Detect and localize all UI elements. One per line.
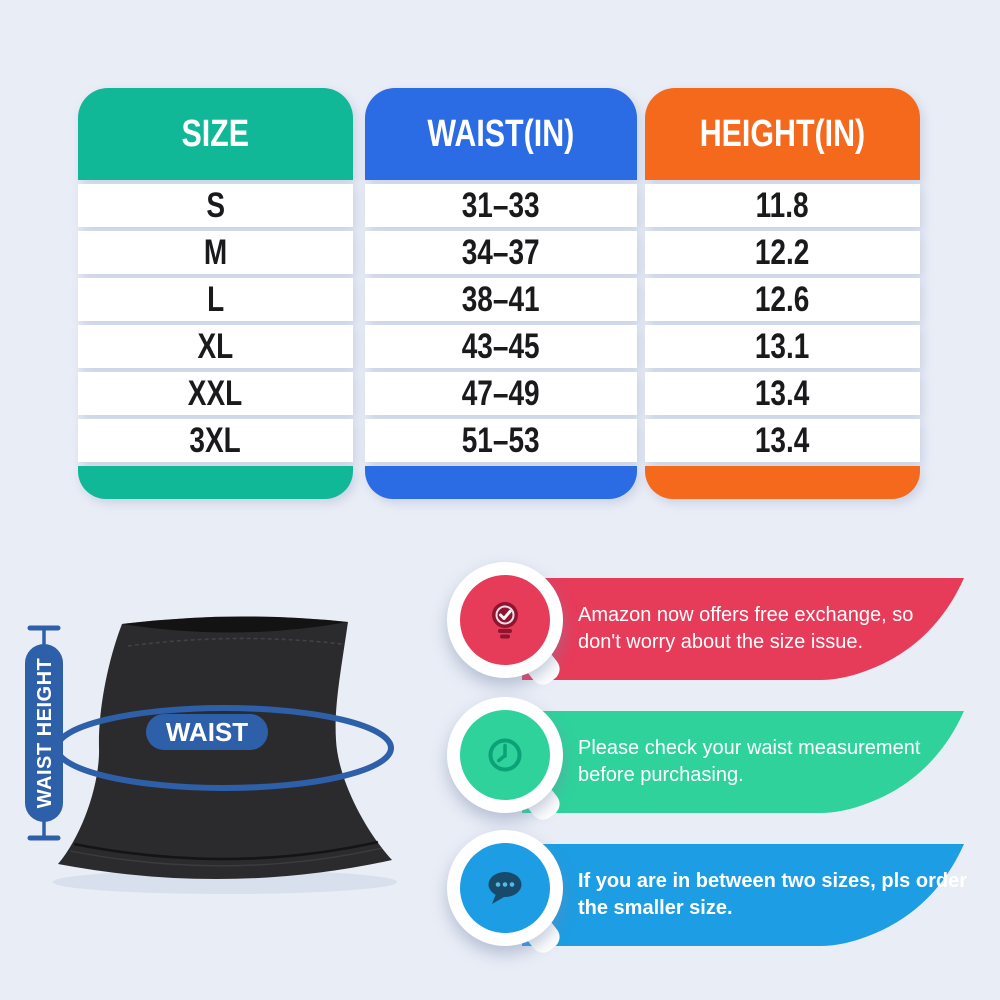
column-header: SIZE xyxy=(78,88,353,180)
ribbon-shape xyxy=(522,844,964,946)
column-header-label: SIZE xyxy=(181,112,250,155)
table-cell: M xyxy=(78,231,353,274)
column-footer xyxy=(645,466,920,499)
callout-badge xyxy=(447,830,565,958)
callout-badge xyxy=(447,562,565,690)
table-cell: 43–45 xyxy=(365,325,637,368)
table-cell: XL xyxy=(78,325,353,368)
callout-line: don't worry about the size issue. xyxy=(578,631,864,653)
ribbon-shape xyxy=(522,578,964,680)
garment-top-seam xyxy=(127,637,343,647)
column-header: WAIST(IN) xyxy=(365,88,637,180)
waist-column: WAIST(IN) 31–33 34–37 38–41 43–45 47–49 … xyxy=(365,88,637,499)
chat-dots-icon xyxy=(488,872,522,904)
table-cell: 34–37 xyxy=(365,231,637,274)
callout-ribbon xyxy=(522,844,964,946)
callout-badge xyxy=(447,697,565,825)
table-cell: 47–49 xyxy=(365,372,637,415)
table-cell: 51–53 xyxy=(365,419,637,462)
cell-value: L xyxy=(206,279,225,319)
callout-ribbon xyxy=(522,578,964,680)
garment-top-opening xyxy=(122,616,348,633)
callout-free-exchange: Amazon now offers free exchange, so don'… xyxy=(522,578,964,680)
callout-line: the smaller size. xyxy=(578,897,733,919)
column-cells: 11.8 12.2 12.6 13.1 13.4 13.4 xyxy=(645,184,920,462)
cell-value: 13.1 xyxy=(755,326,810,366)
column-header-label: HEIGHT(IN) xyxy=(699,112,866,155)
cell-value: 38–41 xyxy=(462,279,540,319)
table-cell: 13.4 xyxy=(645,419,920,462)
cell-value: S xyxy=(206,185,225,225)
cell-value: 13.4 xyxy=(755,373,810,413)
table-cell: 12.2 xyxy=(645,231,920,274)
column-footer xyxy=(78,466,353,499)
callout-line: If you are in between two sizes, pls ord… xyxy=(578,870,967,892)
cell-value: M xyxy=(203,232,228,272)
callout-text: If you are in between two sizes, pls ord… xyxy=(578,868,967,922)
table-cell: 12.6 xyxy=(645,278,920,321)
table-cell: XXL xyxy=(78,372,353,415)
cell-value: 51–53 xyxy=(462,420,540,460)
table-cell: L xyxy=(78,278,353,321)
column-cells: 31–33 34–37 38–41 43–45 47–49 51–53 xyxy=(365,184,637,462)
cell-value: 12.6 xyxy=(755,279,810,319)
cell-value: 31–33 xyxy=(462,185,540,225)
cell-value: XL xyxy=(197,326,234,366)
callout-line: Amazon now offers free exchange, so xyxy=(578,604,914,626)
garment-hem-stitch xyxy=(69,847,383,867)
waist-label: WAIST xyxy=(166,717,248,747)
callout-ribbon xyxy=(522,711,964,813)
clock-icon xyxy=(488,738,522,772)
lightbulb-check-icon xyxy=(492,602,518,639)
cell-value: 43–45 xyxy=(462,326,540,366)
callout-check-measurement: Please check your waist measurement befo… xyxy=(522,711,964,813)
garment-shadow xyxy=(53,870,397,894)
cell-value: 11.8 xyxy=(756,185,809,225)
table-cell: 38–41 xyxy=(365,278,637,321)
ribbon-shape xyxy=(522,711,964,813)
cell-value: 13.4 xyxy=(755,420,810,460)
table-cell: 3XL xyxy=(78,419,353,462)
cell-value: 12.2 xyxy=(755,232,810,272)
cell-value: 3XL xyxy=(189,420,242,460)
size-column: SIZE S M L XL XXL 3XL xyxy=(78,88,353,499)
column-header-label: WAIST(IN) xyxy=(427,112,575,155)
waist-label-pill xyxy=(146,714,268,750)
table-cell: 13.1 xyxy=(645,325,920,368)
height-label-pill xyxy=(25,644,63,822)
callout-between-sizes: If you are in between two sizes, pls ord… xyxy=(522,844,967,946)
waist-trainer-diagram: WAIST WAIST HEIGHT xyxy=(25,616,397,894)
garment-hem-line xyxy=(73,840,379,861)
table-cell: 11.8 xyxy=(645,184,920,227)
table-cell: S xyxy=(78,184,353,227)
cell-value: 34–37 xyxy=(462,232,540,272)
table-cell: 13.4 xyxy=(645,372,920,415)
callout-line: Please check your waist measurement xyxy=(578,737,921,759)
height-label: WAIST HEIGHT xyxy=(34,658,56,808)
cell-value: 47–49 xyxy=(462,373,540,413)
height-column: HEIGHT(IN) 11.8 12.2 12.6 13.1 13.4 13.4 xyxy=(645,88,920,499)
column-footer xyxy=(365,466,637,499)
callout-line: before purchasing. xyxy=(578,764,744,786)
column-header: HEIGHT(IN) xyxy=(645,88,920,180)
table-cell: 31–33 xyxy=(365,184,637,227)
column-cells: S M L XL XXL 3XL xyxy=(78,184,353,462)
callout-text: Please check your waist measurement befo… xyxy=(578,735,920,789)
callout-text: Amazon now offers free exchange, so don'… xyxy=(578,602,913,656)
cell-value: XXL xyxy=(188,373,243,413)
